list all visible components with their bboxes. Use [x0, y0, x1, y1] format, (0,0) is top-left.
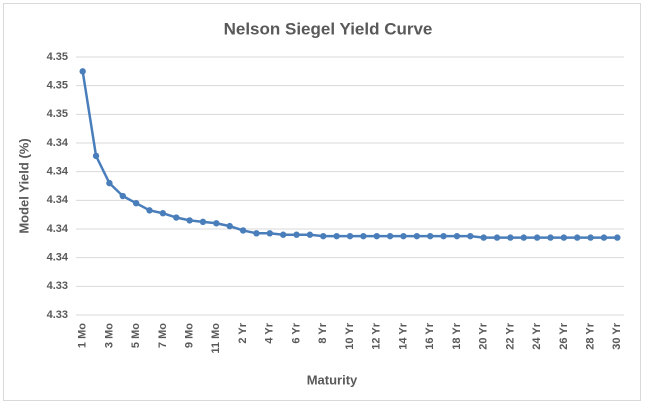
- data-point: [119, 192, 126, 200]
- x-axis-title: Maturity: [307, 372, 358, 387]
- x-tick-label: 4 Yr: [264, 322, 276, 343]
- data-point: [213, 220, 220, 227]
- x-tick-label: 18 Yr: [451, 322, 463, 349]
- x-tick-label: 12 Yr: [371, 322, 383, 349]
- x-tick-label: 16 Yr: [424, 322, 436, 349]
- y-tick-label: 4.34: [47, 137, 69, 149]
- data-point: [386, 232, 394, 240]
- x-tick-label: 24 Yr: [531, 322, 543, 349]
- y-tick-label: 4.33: [47, 280, 68, 292]
- data-point: [239, 227, 247, 234]
- data-point: [467, 232, 474, 240]
- data-point: [253, 230, 260, 237]
- data-point: [266, 230, 274, 237]
- data-point: [480, 234, 487, 241]
- x-tick-label: 30 Yr: [611, 322, 623, 349]
- data-point: [306, 231, 314, 238]
- data-point: [547, 234, 554, 241]
- x-tick-label: 28 Yr: [584, 322, 596, 349]
- data-point: [79, 68, 86, 75]
- data-point: [413, 232, 421, 240]
- x-tick-label: 2 Yr: [237, 322, 249, 343]
- chart-border: [3, 3, 641, 401]
- x-tick-label: 9 Mo: [184, 323, 196, 348]
- data-point: [520, 234, 527, 241]
- data-point: [574, 234, 581, 241]
- data-point: [186, 217, 193, 224]
- x-tick-label: 8 Yr: [317, 322, 329, 343]
- data-point: [360, 232, 367, 240]
- data-point: [333, 232, 340, 240]
- y-tick-label: 4.35: [47, 80, 68, 92]
- y-tick-label: 4.34: [47, 166, 69, 178]
- data-point: [132, 200, 140, 207]
- y-tick-label: 4.34: [47, 252, 69, 264]
- data-point: [279, 231, 287, 238]
- data-point: [92, 152, 100, 160]
- x-tick-label: 1 Mo: [77, 323, 89, 348]
- x-tick-label: 10 Yr: [344, 322, 356, 349]
- data-point: [587, 234, 594, 241]
- data-point: [199, 218, 207, 226]
- chart-title: Nelson Siegel Yield Curve: [224, 19, 433, 38]
- y-tick-label: 4.34: [47, 194, 69, 206]
- x-tick-label: 7 Mo: [157, 323, 169, 348]
- data-point: [373, 232, 380, 240]
- data-point: [400, 232, 407, 240]
- y-tick-label: 4.35: [47, 51, 68, 63]
- x-tick-label: 20 Yr: [478, 322, 490, 349]
- x-tick-label: 26 Yr: [558, 322, 570, 349]
- x-tick-label: 11 Mo: [210, 323, 222, 354]
- y-tick-label: 4.35: [47, 108, 68, 120]
- y-axis-title: Model Yield (%): [16, 138, 31, 233]
- data-point: [426, 232, 434, 240]
- data-point: [533, 234, 541, 241]
- y-tick-label: 4.34: [47, 223, 69, 235]
- data-point: [106, 179, 113, 187]
- data-point: [614, 234, 621, 241]
- data-point: [293, 231, 300, 238]
- data-point: [173, 214, 180, 221]
- x-tick-label: 14 Yr: [397, 322, 409, 349]
- data-point: [146, 207, 153, 214]
- data-point: [226, 222, 233, 230]
- y-tick-label: 4.33: [47, 309, 68, 321]
- x-tick-label: 5 Mo: [130, 323, 142, 348]
- data-point: [507, 234, 514, 241]
- data-point: [493, 234, 501, 241]
- data-point: [320, 232, 327, 240]
- data-point: [560, 234, 568, 241]
- data-point: [159, 210, 167, 217]
- data-point: [453, 232, 461, 240]
- x-tick-label: 22 Yr: [504, 322, 516, 349]
- data-point: [440, 232, 447, 240]
- x-tick-label: 3 Mo: [103, 323, 115, 348]
- data-point: [600, 234, 608, 241]
- x-tick-label: 6 Yr: [290, 322, 302, 343]
- data-point: [346, 232, 354, 240]
